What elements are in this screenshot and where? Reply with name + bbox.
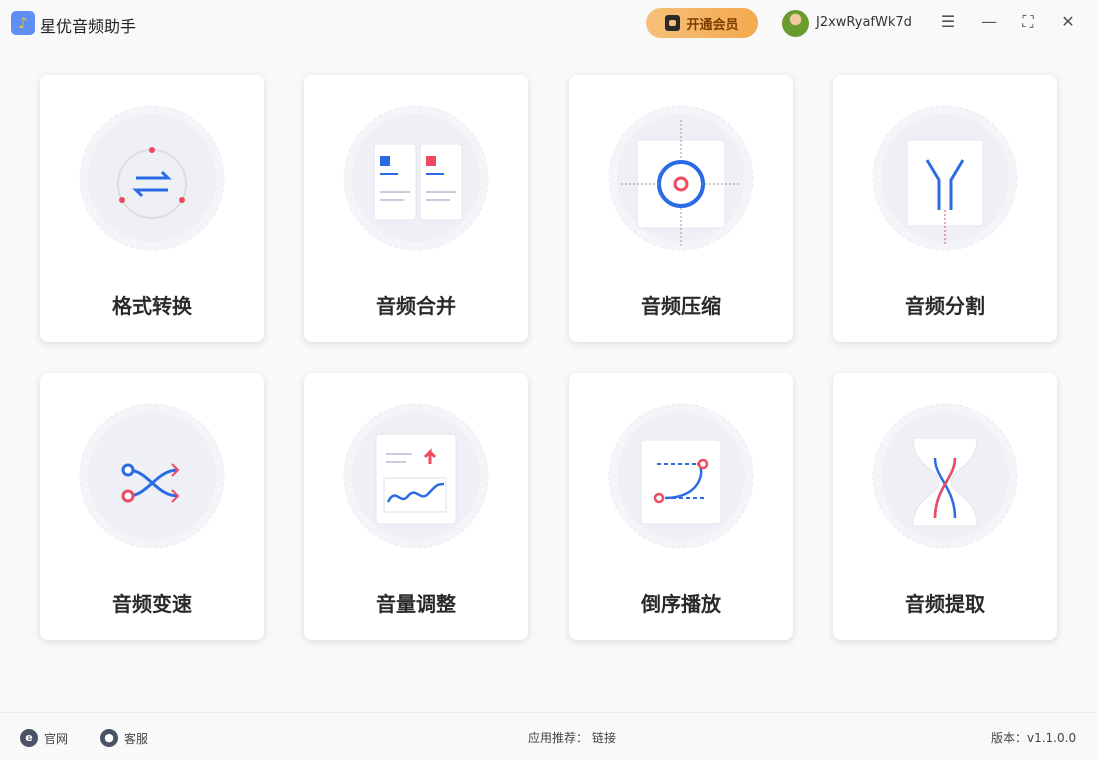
card-audio-compress[interactable]: 音频压缩 [569, 75, 793, 342]
recommend-link[interactable]: 链接 [592, 731, 617, 745]
audio-merge-icon [343, 105, 489, 251]
website-link[interactable]: e 官网 [20, 729, 68, 747]
minimize-icon[interactable]: — [981, 12, 997, 31]
format-convert-icon [79, 105, 225, 251]
card-audio-merge[interactable]: 音频合并 [304, 75, 528, 342]
app-logo-icon: ♪ [11, 11, 35, 35]
version: 版本：v1.1.0.0 [991, 731, 1077, 745]
maximize-icon[interactable]: ⛶ [1022, 12, 1034, 31]
browser-icon: e [20, 729, 38, 747]
app-title: 星优音频助手 [40, 17, 137, 36]
card-label: 音频变速 [112, 592, 192, 616]
chat-icon: ● [100, 729, 118, 747]
close-icon[interactable]: ✕ [1061, 12, 1075, 31]
card-label: 格式转换 [112, 294, 192, 318]
card-audio-speed[interactable]: 音频变速 [40, 373, 264, 640]
vip-label: 开通会员 [686, 17, 739, 33]
avatar[interactable] [782, 10, 809, 37]
card-label: 音频压缩 [641, 294, 721, 318]
audio-speed-icon [79, 403, 225, 549]
audio-compress-icon [608, 105, 754, 251]
username[interactable]: J2xwRyafWk7d [816, 15, 912, 30]
card-audio-split[interactable]: 音频分割 [833, 75, 1057, 342]
audio-extract-icon [872, 403, 1018, 549]
vip-button[interactable]: 开通会员 [646, 8, 758, 38]
card-label: 音频合并 [376, 294, 456, 318]
recommend-label: 应用推荐： [528, 731, 589, 745]
card-audio-extract[interactable]: 音频提取 [833, 373, 1057, 640]
footer: e 官网 ● 客服 应用推荐： 链接 版本：v1.1.0.0 [0, 712, 1097, 760]
recommend: 应用推荐： 链接 [528, 729, 616, 746]
card-reverse-play[interactable]: 倒序播放 [569, 373, 793, 640]
card-label: 音量调整 [376, 592, 456, 616]
website-label: 官网 [44, 731, 69, 746]
support-link[interactable]: ● 客服 [100, 729, 148, 747]
title-bar: ♪ 星优音频助手 开通会员 J2xwRyafWk7d ☰ — ⛶ ✕ [0, 0, 1097, 45]
card-label: 倒序播放 [641, 592, 721, 616]
card-volume-adjust[interactable]: 音量调整 [304, 373, 528, 640]
card-label: 音频分割 [905, 294, 985, 318]
card-label: 音频提取 [905, 592, 985, 616]
vip-icon [665, 15, 681, 31]
support-label: 客服 [124, 731, 149, 746]
card-format-convert[interactable]: 格式转换 [40, 75, 264, 342]
settings-icon[interactable]: ☰ [940, 12, 956, 31]
volume-adjust-icon [343, 403, 489, 549]
audio-split-icon [872, 105, 1018, 251]
reverse-play-icon [608, 403, 754, 549]
